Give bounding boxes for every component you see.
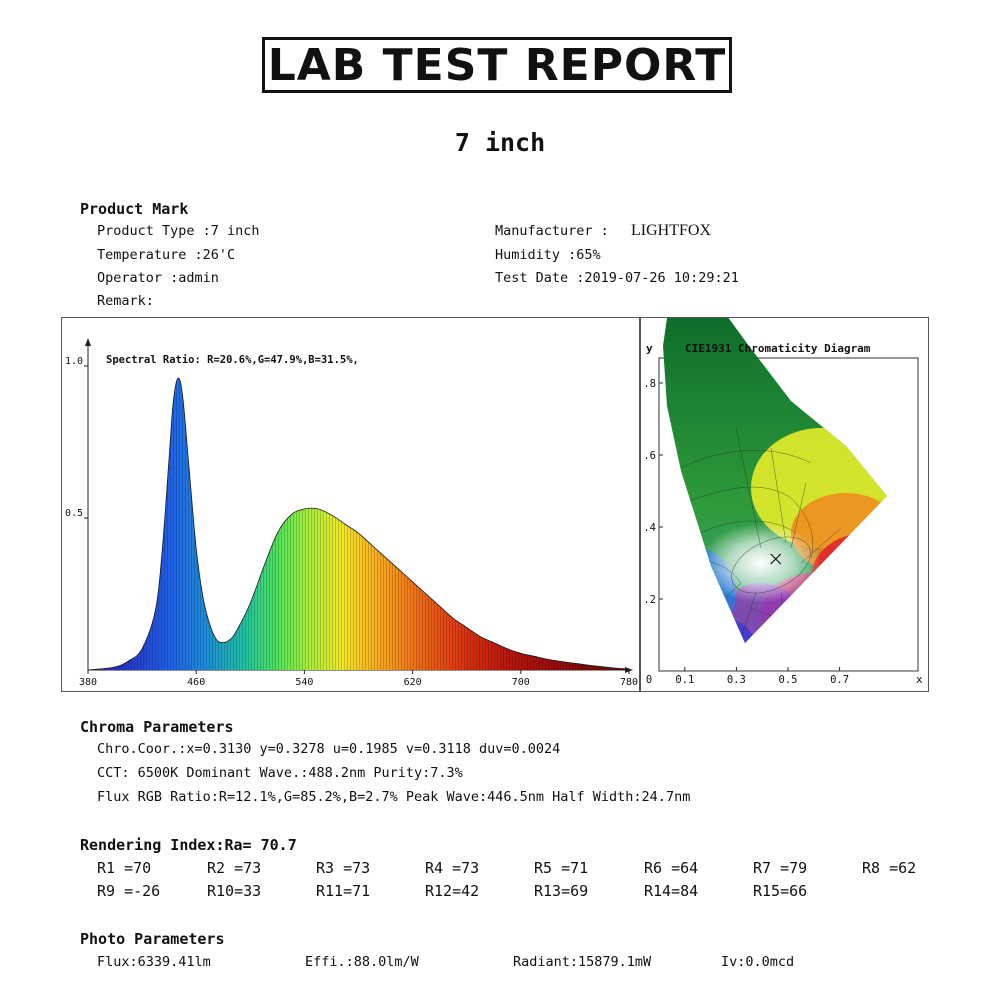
- rendering-value: R10=33: [207, 882, 262, 900]
- operator: Operator :admin: [97, 270, 219, 286]
- rendering-value: R8 =62: [862, 859, 917, 877]
- chroma-cct-line: CCT: 6500K Dominant Wave.:488.2nm Purity…: [97, 765, 463, 781]
- spectral-ratio-label: Spectral Ratio: R=20.6%,G=47.9%,B=31.5%,: [106, 354, 359, 366]
- spectrum-curve: [87, 377, 630, 671]
- spectrum-x-tick-label: 460: [187, 677, 205, 688]
- product-mark-heading: Product Mark: [80, 200, 189, 218]
- photo-heading: Photo Parameters: [80, 930, 225, 948]
- photo-radiant: Radiant:15879.1mW: [513, 954, 652, 970]
- photo-efficiency: Effi.:88.0lm/W: [305, 954, 419, 970]
- rendering-value: R9 =-26: [97, 882, 161, 900]
- temperature: Temperature :26'C: [97, 247, 236, 263]
- spectrum-x-tick-label: 540: [295, 677, 313, 688]
- rendering-value: R7 =79: [753, 859, 808, 877]
- spectrum-stripes: [88, 378, 629, 670]
- spectrum-x-tick-label: 380: [79, 677, 97, 688]
- chroma-heading: Chroma Parameters: [80, 718, 234, 736]
- manufacturer-value: LIGHTFOX: [631, 222, 711, 239]
- spectrum-y-tick-label: 0.5: [65, 508, 83, 519]
- rendering-value: R6 =64: [644, 859, 699, 877]
- cie-x-tick-label: 0.3: [727, 674, 746, 686]
- cie-diagram-panel: 0 0.1 0.3 0.5 0.7 .8 .6 .4 .2 y CIE1931 Chromati…: [640, 317, 929, 692]
- cie-x-tick-label: 0.7: [830, 674, 849, 686]
- photo-flux: Flux:6339.41lm: [97, 954, 211, 970]
- cie-x-tick-label: 0.5: [779, 674, 798, 686]
- chroma-flux-line: Flux RGB Ratio:R=12.1%,G=85.2%,B=2.7% Pe…: [97, 789, 691, 805]
- cie-chart: 0 0.1 0.3 0.5 0.7 .8 .6 .4 .2 y CIE1931 Chromati…: [643, 318, 923, 686]
- spectrum-chart: 380 460 540 620 700 780 1.0 0.5 Spectral Ratio:…: [65, 338, 638, 688]
- manufacturer-label: Manufacturer :: [495, 223, 609, 239]
- rendering-value: R2 =73: [207, 859, 262, 877]
- cie-y-tick-label: .6: [643, 450, 656, 462]
- cie-gamut: [663, 318, 887, 643]
- report-subtitle: 7 inch: [454, 128, 546, 157]
- report-title: LAB TEST REPORT: [267, 39, 727, 91]
- photo-iv: Iv:0.0mcd: [721, 954, 795, 970]
- remark: Remark:: [97, 293, 154, 309]
- cie-x-tick-label: 0.1: [675, 674, 694, 686]
- y-axis-arrow-icon: [85, 338, 91, 346]
- spectrum-chart-panel: 380 460 540 620 700 780 1.0 0.5 Spectral Ratio:…: [61, 317, 640, 692]
- spectrum-x-tick-label: 620: [404, 677, 422, 688]
- chroma-coordinates: Chro.Coor.:x=0.3130 y=0.3278 u=0.1985 v=…: [97, 741, 561, 757]
- rendering-heading: Rendering Index:Ra= 70.7: [80, 836, 297, 854]
- report-title-box: LAB TEST REPORT: [262, 37, 732, 93]
- spectrum-x-tick-label: 700: [512, 677, 530, 688]
- cie-measured-point: [770, 553, 782, 565]
- rendering-value: R15=66: [753, 882, 808, 900]
- rendering-value: R4 =73: [425, 859, 480, 877]
- rendering-value: R5 =71: [534, 859, 589, 877]
- cie-title: CIE1931 Chromaticity Diagram: [685, 342, 871, 355]
- rendering-value: R3 =73: [316, 859, 371, 877]
- cie-y-tick-label: .4: [643, 522, 656, 534]
- cie-y-tick-label: .8: [643, 378, 656, 390]
- rendering-value: R1 =70: [97, 859, 152, 877]
- rendering-value: R12=42: [425, 882, 480, 900]
- rendering-value: R11=71: [316, 882, 371, 900]
- rendering-value: R13=69: [534, 882, 589, 900]
- spectrum-y-tick-label: 1.0: [65, 356, 83, 367]
- cie-x-label: x: [916, 673, 923, 686]
- cie-y-label: y: [646, 342, 653, 355]
- cie-x-tick-label: 0: [646, 674, 652, 686]
- humidity: Humidity :65%: [495, 247, 601, 263]
- spectrum-x-tick-label: 780: [620, 677, 638, 688]
- cie-y-tick-label: .2: [643, 594, 656, 606]
- test-date: Test Date :2019-07-26 10:29:21: [495, 270, 739, 286]
- rendering-value: R14=84: [644, 882, 699, 900]
- product-type: Product Type :7 inch: [97, 223, 260, 239]
